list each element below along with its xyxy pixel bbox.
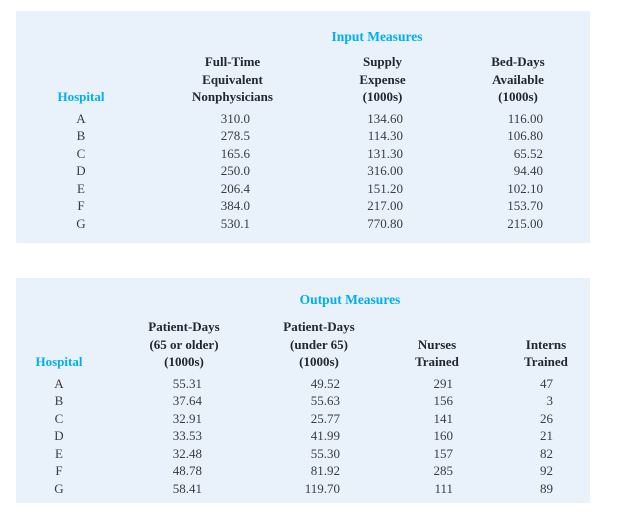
fte-nonphysicians-cell: 384.0	[220, 198, 250, 213]
hospital-cell: A	[76, 110, 86, 126]
table-row: D 33.53 41.99 160 21	[16, 427, 590, 445]
hospital-cell: B	[54, 393, 64, 408]
nurses-trained-cell: 111	[434, 480, 453, 496]
bed-days-cell: 106.80	[507, 128, 543, 143]
hospital-cell: G	[76, 215, 86, 231]
nurses-trained-cell: 160	[433, 428, 454, 443]
hospital-cell: D	[76, 163, 86, 178]
patient-days-under-65-cell: 81.92	[310, 463, 340, 478]
hospital-cell: F	[55, 463, 63, 478]
nurses-trained-cell: 291	[433, 375, 454, 391]
output-measures-table: Hospital Patient-Days (65 or older) (100…	[16, 318, 590, 497]
patient-days-65-older-cell: 37.64	[172, 393, 202, 408]
table-row: G 530.1 770.80 215.00	[16, 215, 590, 233]
table-row: A 310.0 134.60 116.00	[16, 110, 590, 128]
table-row: E 32.48 55.30 157 82	[16, 445, 590, 463]
column-header-fte-nonphysicians: Full-Time Equivalent Nonphysicians	[192, 54, 273, 104]
patient-days-under-65-cell: 49.52	[310, 375, 340, 391]
table-row: F 48.78 81.92 285 92	[16, 462, 590, 480]
table-row: E 206.4 151.20 102.10	[16, 180, 590, 198]
bed-days-cell: 215.00	[507, 215, 543, 231]
hospital-cell: E	[77, 180, 85, 196]
supply-expense-cell: 316.00	[367, 163, 403, 178]
hospital-cell: E	[55, 445, 63, 461]
supply-expense-cell: 114.30	[367, 128, 403, 143]
nurses-trained-cell: 285	[433, 463, 454, 478]
table-row: D 250.0 316.00 94.40	[16, 162, 590, 180]
table-row: C 32.91 25.77 141 26	[16, 410, 590, 428]
table-row: B 37.64 55.63 156 3	[16, 392, 590, 410]
interns-trained-cell: 3	[546, 393, 554, 408]
table-row: F 384.0 217.00 153.70	[16, 197, 590, 215]
patient-days-65-older-cell: 58.41	[172, 480, 202, 496]
patient-days-under-65-cell: 119.70	[304, 480, 340, 496]
output-measures-title: Output Measures	[299, 292, 401, 307]
input-table-header-row: Hospital Full-Time Equivalent Nonphysici…	[16, 53, 590, 110]
bed-days-cell: 65.52	[513, 145, 543, 161]
input-measures-title: Input Measures	[331, 29, 423, 44]
nurses-trained-cell: 141	[433, 410, 454, 426]
fte-nonphysicians-cell: 165.6	[220, 145, 250, 161]
patient-days-under-65-cell: 55.30	[310, 445, 340, 461]
fte-nonphysicians-cell: 206.4	[220, 180, 250, 196]
hospital-cell: C	[76, 145, 86, 161]
table-row: A 55.31 49.52 291 47	[16, 375, 590, 393]
fte-nonphysicians-cell: 250.0	[220, 163, 250, 178]
input-measures-panel: Input Measures Hospital Full-Time Equiva…	[16, 11, 590, 243]
column-header-supply-expense: Supply Expense (1000s)	[359, 54, 406, 104]
fte-nonphysicians-cell: 310.0	[220, 110, 250, 126]
nurses-trained-cell: 156	[433, 393, 454, 408]
bed-days-cell: 94.40	[513, 163, 543, 178]
column-header-patient-days-65-older: Patient-Days (65 or older) (1000s)	[148, 319, 220, 369]
column-header-nurses-trained: Nurses Trained	[415, 336, 459, 370]
input-measures-table: Hospital Full-Time Equivalent Nonphysici…	[16, 53, 590, 232]
patient-days-under-65-cell: 41.99	[310, 428, 340, 443]
column-header-interns-trained: Interns Trained	[524, 336, 568, 370]
table-row: C 165.6 131.30 65.52	[16, 145, 590, 163]
patient-days-under-65-cell: 25.77	[310, 410, 340, 426]
hospital-cell: D	[54, 428, 64, 443]
output-measures-panel: Output Measures Hospital Patient-Days (6…	[16, 278, 590, 503]
interns-trained-cell: 92	[540, 463, 553, 478]
hospital-cell: A	[54, 375, 64, 391]
interns-trained-cell: 89	[540, 480, 553, 496]
hospital-cell: G	[54, 480, 64, 496]
hospital-cell: F	[77, 198, 85, 213]
interns-trained-cell: 26	[540, 410, 553, 426]
patient-days-65-older-cell: 33.53	[172, 428, 202, 443]
interns-trained-cell: 47	[540, 375, 553, 391]
supply-expense-cell: 217.00	[367, 198, 403, 213]
table-row: B 278.5 114.30 106.80	[16, 127, 590, 145]
table-row: G 58.41 119.70 111 89	[16, 480, 590, 498]
supply-expense-cell: 151.20	[367, 180, 403, 196]
column-header-bed-days-available: Bed-Days Available (1000s)	[491, 54, 545, 104]
nurses-trained-cell: 157	[433, 445, 454, 461]
column-header-hospital: Hospital	[57, 89, 105, 104]
patient-days-under-65-cell: 55.63	[310, 393, 340, 408]
column-header-patient-days-under-65: Patient-Days (under 65) (1000s)	[283, 319, 355, 369]
patient-days-65-older-cell: 48.78	[172, 463, 202, 478]
bed-days-cell: 116.00	[507, 110, 543, 126]
patient-days-65-older-cell: 55.31	[172, 375, 202, 391]
fte-nonphysicians-cell: 530.1	[220, 215, 250, 231]
hospital-cell: C	[54, 410, 64, 426]
interns-trained-cell: 82	[540, 445, 553, 461]
interns-trained-cell: 21	[540, 428, 553, 443]
fte-nonphysicians-cell: 278.5	[220, 128, 250, 143]
hospital-cell: B	[76, 128, 86, 143]
patient-days-65-older-cell: 32.48	[172, 445, 202, 461]
bed-days-cell: 153.70	[507, 198, 543, 213]
column-header-hospital: Hospital	[35, 354, 83, 369]
supply-expense-cell: 134.60	[367, 110, 403, 126]
bed-days-cell: 102.10	[507, 180, 543, 196]
patient-days-65-older-cell: 32.91	[172, 410, 202, 426]
supply-expense-cell: 131.30	[367, 145, 403, 161]
supply-expense-cell: 770.80	[367, 215, 403, 231]
output-table-header-row: Hospital Patient-Days (65 or older) (100…	[16, 318, 590, 375]
